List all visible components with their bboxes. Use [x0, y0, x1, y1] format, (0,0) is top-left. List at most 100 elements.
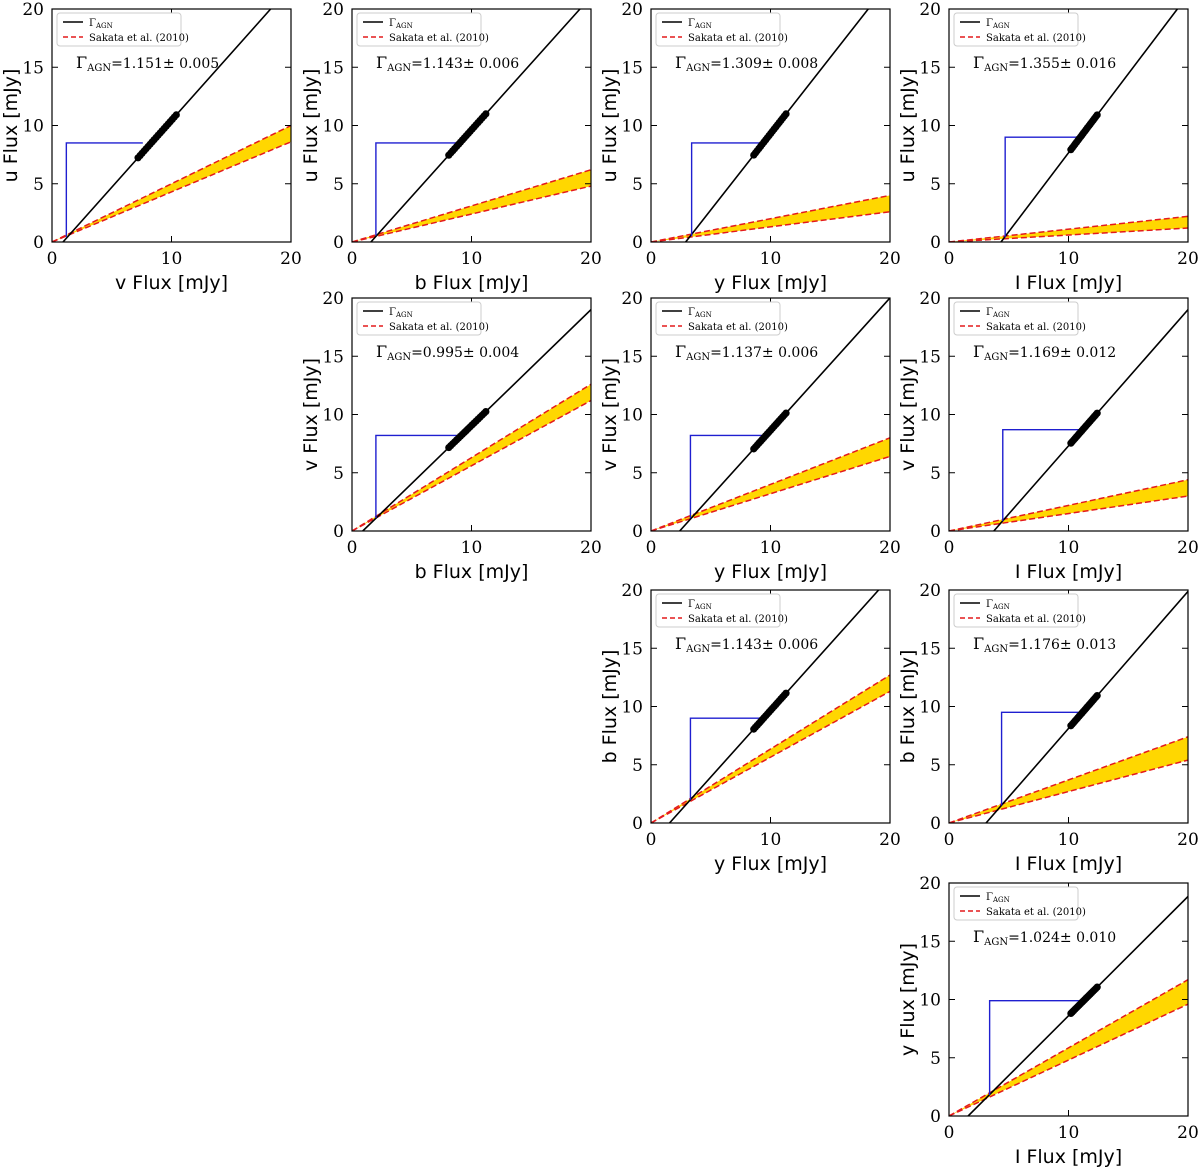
y-tick-label: 20 — [621, 0, 643, 20]
gamma-subscript: AGN — [983, 644, 1008, 655]
gamma-subscript: AGN — [983, 63, 1008, 74]
y-tick-label: 15 — [621, 347, 643, 367]
legend-agn-subscript: AGN — [992, 896, 1010, 904]
y-tick-label: 10 — [621, 117, 643, 137]
y-tick-label: 0 — [930, 522, 941, 542]
y-tick-label: 0 — [333, 522, 344, 542]
x-axis-label: y Flux [mJy] — [714, 561, 827, 583]
x-axis-label: I Flux [mJy] — [1015, 272, 1122, 294]
plot-area — [352, 309, 591, 531]
legend-agn-subscript: AGN — [992, 22, 1010, 30]
host-flux-bracket — [988, 999, 1085, 1096]
legend-box — [953, 12, 1079, 47]
plot-area — [949, 590, 1188, 823]
gamma-symbol: Γ — [675, 634, 686, 653]
x-tick-label: 20 — [1177, 1123, 1199, 1143]
x-axis-label: I Flux [mJy] — [1015, 1146, 1122, 1168]
gamma-annotation: ΓAGN=1.151± 0.005 — [76, 53, 219, 74]
y-tick-label: 10 — [919, 698, 941, 718]
gamma-subscript: AGN — [983, 352, 1008, 363]
legend-box — [356, 12, 482, 47]
gamma-annotation: ΓAGN=1.169± 0.012 — [973, 342, 1116, 363]
sakata-line-upper — [949, 215, 1188, 242]
data-point — [172, 111, 180, 119]
y-axis-label: b Flux [mJy] — [599, 650, 621, 764]
y-tick-label: 0 — [632, 814, 643, 834]
gamma-value: =1.137± 0.006 — [710, 345, 818, 361]
x-axis-label: b Flux [mJy] — [415, 561, 529, 583]
gamma-value: =1.143± 0.006 — [411, 56, 519, 72]
gamma-annotation: ΓAGN=1.024± 0.010 — [973, 927, 1116, 948]
y-tick-label: 0 — [333, 233, 344, 253]
y-tick-label: 20 — [621, 289, 643, 309]
plot-area — [651, 590, 890, 823]
x-tick-label: 20 — [1177, 830, 1199, 850]
y-tick-label: 5 — [632, 464, 643, 484]
y-tick-label: 5 — [930, 464, 941, 484]
plot-area — [651, 9, 890, 242]
sakata-line-lower — [949, 1003, 1188, 1116]
gamma-subscript: AGN — [983, 937, 1008, 948]
y-tick-label: 0 — [632, 233, 643, 253]
y-tick-label: 5 — [333, 464, 344, 484]
y-tick-label: 5 — [333, 175, 344, 195]
gamma-subscript: AGN — [86, 63, 111, 74]
sakata-line-lower — [949, 759, 1188, 823]
host-flux-bracket — [375, 434, 461, 519]
x-tick-label: 20 — [580, 538, 602, 558]
y-tick-label: 5 — [33, 175, 44, 195]
x-tick-label: 0 — [646, 538, 657, 558]
data-point — [1093, 983, 1101, 991]
x-tick-label: 0 — [646, 249, 657, 269]
x-axis-label: b Flux [mJy] — [415, 272, 529, 294]
x-tick-label: 20 — [280, 249, 302, 269]
data-point — [782, 110, 790, 118]
y-tick-label: 15 — [919, 932, 941, 952]
gamma-value: =1.024± 0.010 — [1008, 930, 1116, 946]
legend-sakata-label: Sakata et al. (2010) — [89, 33, 189, 44]
legend-sakata-label: Sakata et al. (2010) — [986, 907, 1086, 918]
legend-agn-subscript: AGN — [95, 22, 113, 30]
sakata-line-lower — [651, 690, 890, 823]
y-tick-label: 15 — [621, 58, 643, 78]
legend-agn-subscript: AGN — [992, 603, 1010, 611]
gamma-subscript: AGN — [685, 63, 710, 74]
sakata-line-upper — [52, 124, 291, 242]
gamma-subscript: AGN — [685, 352, 710, 363]
legend-agn-subscript: AGN — [395, 311, 413, 319]
y-tick-label: 15 — [919, 639, 941, 659]
y-tick-label: 0 — [33, 233, 44, 253]
y-tick-label: 20 — [919, 874, 941, 894]
y-tick-label: 15 — [322, 58, 344, 78]
y-tick-label: 0 — [930, 814, 941, 834]
y-tick-label: 10 — [621, 406, 643, 426]
x-tick-label: 10 — [760, 249, 782, 269]
gamma-value: =1.355± 0.016 — [1008, 56, 1116, 72]
y-tick-label: 20 — [919, 581, 941, 601]
x-tick-label: 0 — [944, 1123, 955, 1143]
legend-sakata-label: Sakata et al. (2010) — [389, 33, 489, 44]
gamma-subscript: AGN — [386, 63, 411, 74]
y-axis-label: u Flux [mJy] — [300, 69, 322, 183]
sakata-line-lower — [352, 399, 591, 531]
x-tick-label: 0 — [47, 249, 58, 269]
x-tick-label: 0 — [944, 538, 955, 558]
gamma-symbol: Γ — [973, 634, 984, 653]
gamma-annotation: ΓAGN=1.355± 0.016 — [973, 53, 1116, 74]
y-tick-label: 15 — [322, 347, 344, 367]
y-tick-label: 0 — [930, 233, 941, 253]
gamma-value: =0.995± 0.004 — [411, 345, 519, 361]
y-tick-label: 5 — [632, 756, 643, 776]
sakata-line-upper — [352, 169, 591, 242]
y-tick-label: 20 — [621, 581, 643, 601]
gamma-annotation: ΓAGN=1.143± 0.006 — [376, 53, 519, 74]
gamma-symbol: Γ — [376, 53, 387, 72]
sakata-line-upper — [949, 736, 1188, 823]
x-axis-label: v Flux [mJy] — [115, 272, 228, 294]
